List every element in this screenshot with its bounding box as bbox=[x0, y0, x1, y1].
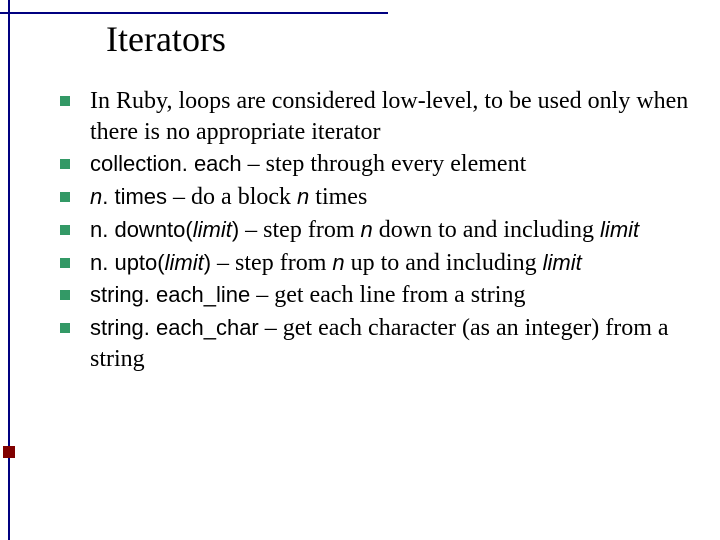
bullet-icon bbox=[60, 323, 70, 333]
slide-title: Iterators bbox=[106, 18, 226, 60]
bullet-icon bbox=[60, 258, 70, 268]
bullet-icon bbox=[60, 225, 70, 235]
bullet-icon bbox=[60, 192, 70, 202]
list-item-text: collection. each – step through every el… bbox=[90, 149, 696, 180]
list-item: n. downto(limit) – step from n down to a… bbox=[60, 215, 696, 246]
list-item: collection. each – step through every el… bbox=[60, 149, 696, 180]
bullet-list: In Ruby, loops are considered low-level,… bbox=[60, 86, 696, 376]
list-item-text: string. each_line – get each line from a… bbox=[90, 280, 696, 311]
bullet-icon bbox=[60, 290, 70, 300]
top-rule bbox=[0, 12, 388, 14]
bullet-icon bbox=[60, 96, 70, 106]
list-item-text: n. times – do a block n times bbox=[90, 182, 696, 213]
side-accent-square bbox=[3, 446, 15, 458]
list-item: n. times – do a block n times bbox=[60, 182, 696, 213]
list-item-text: n. upto(limit) – step from n up to and i… bbox=[90, 248, 696, 279]
list-item-text: string. each_char – get each character (… bbox=[90, 313, 696, 374]
list-item-text: n. downto(limit) – step from n down to a… bbox=[90, 215, 696, 246]
list-item-text: In Ruby, loops are considered low-level,… bbox=[90, 86, 696, 147]
list-item: In Ruby, loops are considered low-level,… bbox=[60, 86, 696, 147]
list-item: string. each_char – get each character (… bbox=[60, 313, 696, 374]
side-rule bbox=[8, 0, 10, 540]
bullet-icon bbox=[60, 159, 70, 169]
list-item: string. each_line – get each line from a… bbox=[60, 280, 696, 311]
list-item: n. upto(limit) – step from n up to and i… bbox=[60, 248, 696, 279]
